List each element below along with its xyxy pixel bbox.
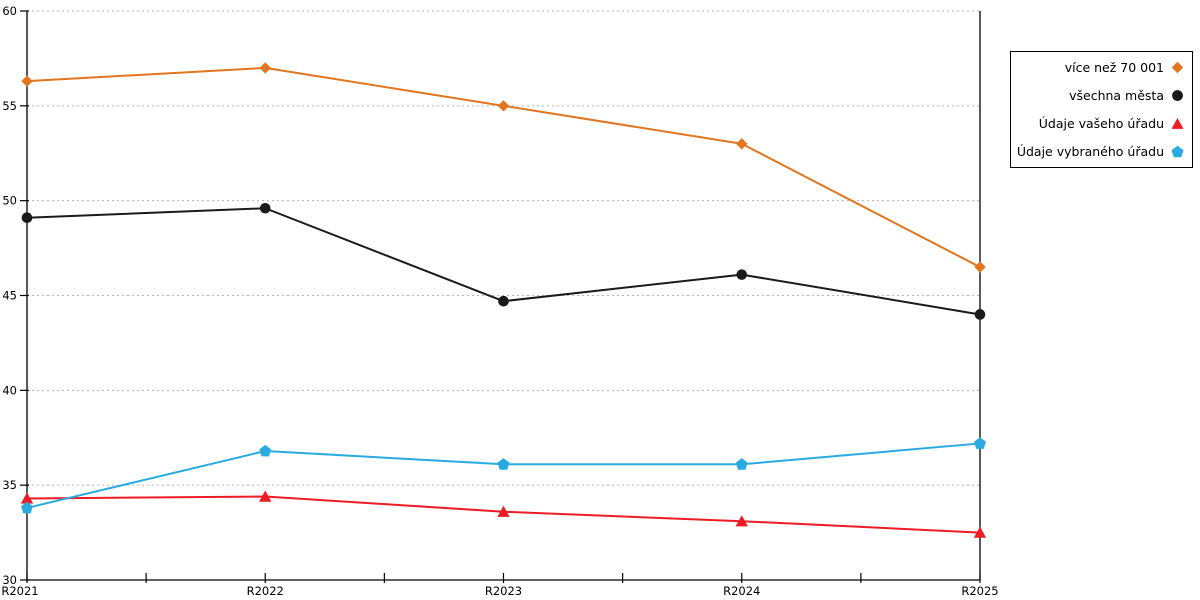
y-axis-tick-label: 55 [2, 99, 17, 113]
x-axis-tick-label: R2024 [723, 584, 760, 598]
x-axis-tick-label: R2022 [247, 584, 284, 598]
x-axis-tick-label: R2023 [485, 584, 522, 598]
y-axis-tick-label: 30 [2, 573, 17, 587]
diamond-marker [497, 100, 510, 112]
y-axis-tick-label: 45 [2, 289, 17, 303]
pentagon-marker [497, 458, 510, 470]
legend-item-label: Údaje vašeho úřadu [1038, 115, 1164, 131]
pentagon-marker [259, 444, 272, 457]
diamond-marker [259, 62, 271, 74]
y-axis-tick-label: 35 [2, 478, 17, 492]
pentagon-marker [735, 458, 748, 470]
legend-item-label: všechna města [1069, 88, 1164, 104]
legend-item: všechna města [1011, 82, 1192, 109]
y-axis-tick-label: 50 [2, 194, 17, 208]
series-line-0 [26, 66, 981, 269]
circle-marker [259, 202, 271, 214]
pentagon-icon [1171, 145, 1184, 158]
diamond-marker [21, 75, 33, 87]
triangle-marker [973, 526, 987, 538]
pentagon-marker [21, 501, 33, 514]
legend-item: Údaje vašeho úřadu [1011, 110, 1192, 137]
triangle-marker [259, 490, 272, 502]
circle-marker [736, 269, 748, 280]
triangle-marker [735, 515, 748, 527]
circle-icon [1171, 89, 1184, 102]
legend-item-label: Údaje vybraného úřadu [1016, 143, 1164, 159]
circle-marker [498, 295, 509, 307]
triangle-marker [497, 505, 510, 517]
diamond-marker [736, 138, 748, 150]
legend-item-label: více než 70 001 [1064, 60, 1164, 76]
diamond-icon [1171, 61, 1184, 74]
triangle-marker [20, 492, 34, 504]
legend-item: více než 70 001 [1011, 54, 1192, 81]
legend: více než 70 001 všechna města Údaje vašeho… [1010, 51, 1193, 168]
x-axis-tick-label: R2025 [961, 584, 998, 598]
triangle-icon [1171, 117, 1184, 130]
circle-marker [21, 212, 33, 224]
y-axis-tick-label: 60 [2, 4, 17, 18]
circle-marker [974, 309, 986, 320]
legend-item: Údaje vybraného úřadu [1011, 138, 1192, 165]
pentagon-marker [974, 437, 986, 449]
y-axis-tick-label: 40 [2, 383, 17, 397]
diamond-marker [974, 261, 986, 273]
x-axis-tick-label: R2021 [1, 584, 38, 598]
